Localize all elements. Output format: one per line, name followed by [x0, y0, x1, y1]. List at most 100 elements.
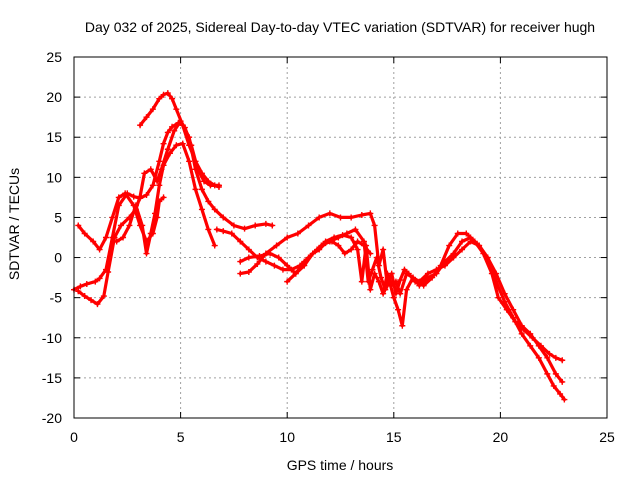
- data-point: [271, 262, 278, 269]
- data-point: [367, 286, 374, 293]
- data-point: [326, 210, 333, 217]
- data-point: [275, 254, 282, 261]
- y-tick-label: -20: [42, 410, 62, 426]
- data-point: [237, 258, 244, 265]
- data-point: [102, 234, 109, 241]
- data-point: [527, 342, 534, 349]
- data-point: [501, 298, 508, 305]
- data-point: [137, 193, 144, 200]
- data-point: [322, 240, 329, 247]
- data-point: [156, 158, 163, 165]
- data-point: [94, 301, 101, 308]
- data-point: [375, 278, 382, 285]
- y-tick-label: 5: [54, 209, 62, 225]
- data-point: [205, 198, 212, 205]
- series-line: [238, 227, 564, 384]
- data-point: [403, 270, 410, 277]
- data-point: [241, 225, 248, 232]
- data-point: [262, 258, 269, 265]
- data-point: [527, 330, 534, 337]
- data-point: [164, 129, 171, 136]
- data-point: [156, 182, 163, 189]
- data-point: [166, 150, 173, 157]
- data-point: [424, 270, 431, 277]
- data-point: [331, 234, 338, 241]
- data-point: [316, 246, 323, 253]
- y-axis-label: SDTVAR / TECUs: [6, 168, 22, 280]
- data-point: [348, 234, 355, 241]
- data-point: [544, 370, 551, 377]
- data-point: [367, 210, 374, 217]
- data-point: [147, 230, 154, 237]
- data-point: [495, 294, 502, 301]
- data-point: [160, 140, 167, 147]
- data-point: [192, 158, 199, 165]
- data-point: [284, 278, 291, 285]
- data-point: [149, 182, 156, 189]
- data-point: [143, 114, 150, 121]
- data-point: [143, 191, 150, 198]
- data-point: [388, 282, 395, 289]
- data-point: [535, 354, 542, 361]
- data-point: [288, 266, 295, 273]
- data-point: [220, 228, 227, 235]
- data-point: [284, 234, 291, 241]
- data-point: [557, 390, 564, 397]
- data-point: [399, 322, 406, 329]
- data-point: [164, 146, 171, 153]
- data-point: [198, 170, 205, 177]
- data-point: [476, 242, 483, 249]
- data-point: [328, 238, 335, 245]
- data-point: [294, 230, 301, 237]
- data-point: [397, 277, 404, 284]
- data-point: [416, 278, 423, 285]
- data-point: [211, 182, 218, 189]
- data-point: [518, 330, 525, 337]
- data-point: [109, 214, 116, 221]
- y-tick-label: -15: [42, 370, 62, 386]
- x-tick-label: 15: [386, 429, 402, 445]
- data-point: [186, 158, 193, 165]
- data-point: [341, 250, 348, 257]
- data-point: [463, 230, 470, 237]
- data-point: [169, 95, 176, 102]
- data-point: [75, 288, 82, 295]
- data-point: [245, 246, 252, 253]
- data-point: [198, 186, 205, 193]
- data-point: [380, 246, 387, 253]
- data-point: [220, 214, 227, 221]
- data-point: [409, 274, 416, 281]
- y-tick-label: -5: [50, 290, 63, 306]
- data-point: [77, 283, 84, 290]
- data-point: [81, 293, 88, 300]
- data-point: [309, 250, 316, 257]
- data-point: [160, 194, 167, 201]
- data-point: [279, 266, 286, 273]
- data-point: [305, 222, 312, 229]
- data-point: [550, 382, 557, 389]
- data-point: [83, 281, 90, 288]
- data-point: [348, 214, 355, 221]
- data-point: [552, 354, 559, 361]
- data-point: [111, 234, 118, 241]
- data-point: [254, 254, 261, 261]
- data-point: [186, 142, 193, 149]
- data-point: [81, 230, 88, 237]
- data-point: [252, 222, 259, 229]
- data-point: [378, 274, 385, 281]
- x-tick-label: 5: [177, 429, 185, 445]
- data-point: [198, 206, 205, 213]
- plot-frame: [73, 56, 608, 419]
- y-tick-label: 0: [54, 250, 62, 266]
- data-point: [120, 234, 127, 241]
- x-tick-label: 10: [279, 429, 295, 445]
- data-point: [171, 127, 178, 134]
- data-point: [561, 396, 568, 403]
- y-tick-label: -10: [42, 330, 62, 346]
- data-point: [139, 222, 146, 229]
- data-point: [459, 246, 466, 253]
- y-tick-label: 25: [46, 49, 62, 65]
- data-point: [117, 222, 124, 229]
